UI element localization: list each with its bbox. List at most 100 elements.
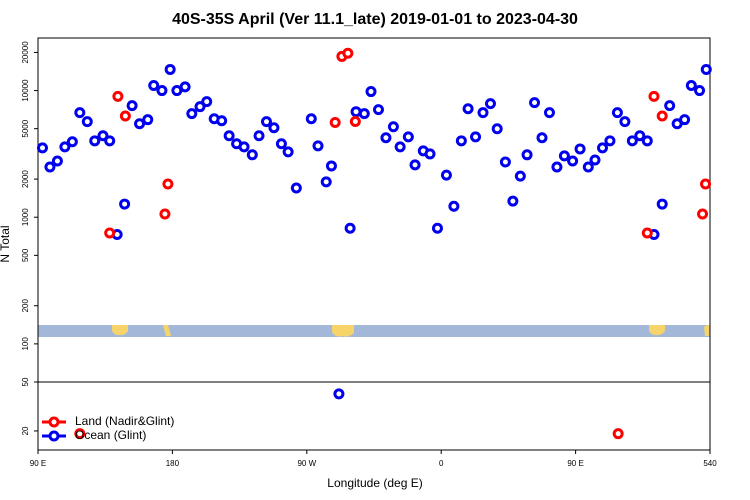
point [74,107,86,119]
point [162,178,174,190]
point [246,149,258,161]
point [574,143,586,155]
point [290,182,302,194]
point [201,96,213,108]
point [372,104,384,116]
point [529,97,541,109]
y-tick-label: 100 [21,337,30,351]
point [134,118,146,130]
point [611,107,623,119]
point [424,148,436,160]
y-tick-label: 20000 [21,41,30,64]
point [604,135,616,147]
point [275,138,287,150]
point [462,103,474,115]
y-tick-label: 1000 [21,208,30,226]
point [74,428,86,440]
point [648,90,660,102]
point [521,149,533,161]
point [223,130,235,142]
point [342,47,354,59]
point [119,110,131,122]
point [344,222,356,234]
point [253,130,265,142]
point [470,131,482,143]
point [507,195,519,207]
map-strip [38,325,710,337]
point [664,100,676,112]
point [641,227,653,239]
point [697,208,709,220]
x-axis-label: Longitude (deg E) [327,476,422,490]
point [260,116,272,128]
point [312,140,324,152]
point [641,135,653,147]
point [282,146,294,158]
point [119,198,131,210]
point [59,141,71,153]
point [148,80,160,92]
point [634,130,646,142]
x-tick-label: 90 W [297,459,316,468]
point [431,222,443,234]
point [558,150,570,162]
y-axis-label: N Total [0,225,12,262]
point [36,142,48,154]
x-tick-label: 0 [439,459,444,468]
point [536,132,548,144]
point [66,136,78,148]
point [700,63,712,75]
point [484,98,496,110]
point [582,161,594,173]
point [455,135,467,147]
chart-title: 40S-35S April (Ver 11.1_late) 2019-01-01… [172,11,578,28]
x-tick-label: 90 E [30,459,46,468]
point [619,116,631,128]
point [216,115,228,127]
point [358,108,370,120]
y-tick-label: 2000 [21,170,30,188]
y-tick-label: 50 [21,377,30,386]
point [349,115,361,127]
point [268,122,280,134]
point [305,113,317,125]
point [685,80,697,92]
point [186,108,198,120]
point [365,86,377,98]
legend-label: Land (Nadir&Glint) [75,414,174,428]
legend-label: Ocean (Glint) [75,428,146,442]
point [112,90,124,102]
point [700,178,712,190]
y-tick-label: 5000 [21,119,30,137]
point [543,107,555,119]
point [679,114,691,126]
point [142,114,154,126]
point [238,141,250,153]
point [448,200,460,212]
point [194,101,206,113]
point [89,135,101,147]
point [156,85,168,97]
bottom-frame [37,381,711,451]
point [179,81,191,93]
point [394,141,406,153]
x-tick-label: 90 E [567,459,583,468]
x-tick-label: 540 [703,459,717,468]
x-tick-label: 180 [166,459,180,468]
y-tick-label: 500 [21,248,30,262]
point [159,208,171,220]
point [44,161,56,173]
point [325,160,337,172]
point [97,130,109,142]
legend-marker [48,416,60,428]
point [440,169,452,181]
point [656,198,668,210]
point [329,116,341,128]
point [387,121,399,133]
point [626,135,638,147]
point [612,428,624,440]
y-tick-label: 10000 [21,79,30,102]
point [402,131,414,143]
